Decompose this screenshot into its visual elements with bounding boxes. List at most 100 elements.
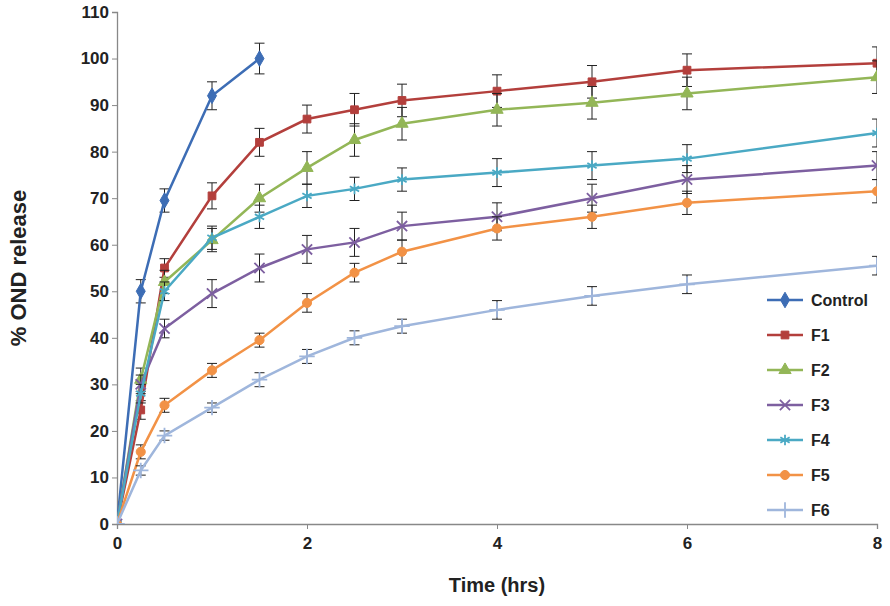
error-bar-line [350, 263, 360, 264]
y-axis-title: % OND release [6, 190, 31, 347]
error-bar [350, 263, 360, 282]
error-bar-line [587, 305, 597, 306]
tick-mark [112, 431, 117, 432]
error-bar-line [587, 205, 597, 206]
error-bar-line [207, 307, 217, 308]
tick-label: 10 [90, 468, 109, 487]
tick-mark [112, 245, 117, 246]
series-line [117, 266, 877, 524]
error-bar-line [207, 377, 217, 378]
legend-item: F4 [767, 432, 830, 449]
marker [207, 288, 217, 298]
error-bar-line [207, 81, 217, 82]
legend-item: F3 [767, 397, 830, 414]
tick-mark [112, 291, 117, 292]
error-bar-line [350, 177, 360, 178]
tick-label: 4 [493, 534, 503, 553]
tick: 100 [81, 49, 117, 68]
error-bar-line [255, 228, 265, 229]
error-bar-line [207, 363, 217, 364]
tick-mark [877, 524, 878, 529]
marker [396, 117, 408, 128]
marker [347, 330, 362, 345]
marker [348, 133, 360, 144]
error-bar-line [682, 144, 692, 145]
error-bar [872, 180, 877, 203]
error-bar-line [160, 281, 170, 282]
tick-label: 8 [873, 534, 882, 553]
marker [588, 78, 596, 86]
legend-marker [780, 470, 789, 479]
marker [682, 174, 692, 184]
marker [397, 247, 406, 256]
legend-label: F2 [811, 362, 830, 379]
series-line [117, 191, 877, 524]
tick-mark [112, 105, 117, 106]
marker [584, 288, 599, 303]
legend-label: Control [811, 292, 868, 309]
tick-label: 30 [90, 375, 109, 394]
marker [208, 192, 216, 200]
error-bar-line [872, 179, 877, 180]
tick: 70 [90, 189, 117, 208]
error-bar-line [872, 256, 877, 257]
tick: 110 [82, 3, 117, 22]
error-bar-line [397, 240, 407, 241]
error-bar-line [255, 347, 265, 348]
error-bar-line [682, 274, 692, 275]
marker [872, 160, 877, 170]
legend-label: F5 [811, 467, 830, 484]
marker [350, 268, 359, 277]
error-bar-line [350, 156, 360, 157]
marker [587, 160, 596, 171]
error-bar-line [207, 226, 217, 227]
tick: 8 [873, 524, 882, 553]
marker [117, 516, 125, 524]
legend-item: Control [767, 292, 868, 309]
tick-label: 50 [90, 282, 109, 301]
error-bar-line [160, 258, 170, 259]
legend-item: F5 [767, 467, 830, 484]
series [117, 256, 877, 524]
marker [398, 97, 406, 105]
error-bar-line [587, 286, 597, 287]
marker [351, 106, 359, 114]
marker [256, 138, 264, 146]
error-bar-line [587, 65, 597, 66]
tick: 10 [90, 468, 117, 487]
error-bar-line [492, 126, 502, 127]
marker [254, 263, 264, 273]
error-bar-line [350, 281, 360, 282]
error-bar-line [872, 202, 877, 203]
tick-mark [112, 152, 117, 153]
legend-marker [781, 292, 790, 308]
tick-mark [307, 524, 308, 529]
error-bar-line [207, 109, 217, 110]
tick: 80 [90, 143, 117, 162]
error-bar-line [136, 402, 146, 403]
legend: ControlF1F2F3F4F5F6 [767, 292, 868, 519]
error-bar-line [872, 274, 877, 275]
tick-label: 110 [82, 3, 109, 22]
tick-label: 6 [683, 534, 692, 553]
marker [253, 191, 265, 202]
error-bar-line [255, 43, 265, 44]
error-bar-line [872, 60, 877, 61]
marker [587, 212, 596, 221]
marker [872, 187, 877, 196]
tick: 2 [303, 524, 312, 553]
error-bar-line [160, 319, 170, 320]
error-bar-line [207, 208, 217, 209]
error-bar-line [397, 240, 407, 241]
error-bar-line [350, 256, 360, 257]
error-bar-line [350, 200, 360, 201]
series [117, 180, 877, 524]
series-line [117, 166, 877, 524]
error-bar-line [160, 398, 170, 399]
error-bar-line [255, 205, 265, 206]
error-bar-line [255, 281, 265, 282]
marker [303, 115, 311, 123]
tick-label: 80 [90, 143, 109, 162]
error-bar [255, 43, 265, 74]
tick-mark [112, 384, 117, 385]
